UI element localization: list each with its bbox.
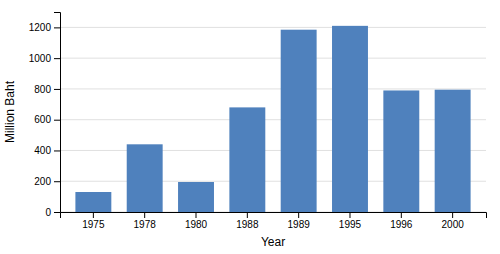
x-tick-label: 1978 [134,219,157,230]
x-tick: 1978 [134,212,157,230]
bars [75,26,470,212]
y-tick: 200 [34,176,60,187]
y-tick-label: 0 [45,207,51,218]
y-tick-mark [54,58,60,59]
grid-line [60,119,486,120]
x-tick: 1989 [288,212,311,230]
x-tick-label: 1975 [82,219,105,230]
y-tick: 400 [34,145,60,156]
x-tick: 1996 [390,212,413,230]
x-tick: 2000 [442,212,465,230]
x-tick-label: 1989 [288,219,311,230]
x-tick-mark [196,212,197,218]
bar [229,107,265,212]
x-tick-mark [93,212,94,218]
grid-line [60,58,486,59]
bar [332,26,368,212]
x-tick-mark [401,212,402,218]
x-tick-label: 1980 [185,219,208,230]
x-tick-label: 1988 [236,219,259,230]
y-tick-mark [54,181,60,182]
x-axis-line [61,213,487,219]
x-tick-mark [247,212,248,218]
x-tick: 1980 [185,212,208,230]
y-tick-mark [54,89,60,90]
x-axis-title: Year [261,235,285,249]
x-tick: 1975 [82,212,105,230]
chart-svg: 0 200 400 600 800 1000 1200 1975 1978 1980 1988 198… [0,0,500,254]
x-tick-mark [452,212,453,218]
chart-container: 0 200 400 600 800 1000 1200 1975 1978 1980 1988 198… [0,0,500,254]
bar [383,90,419,212]
y-tick-label: 200 [34,176,51,187]
x-tick-mark [298,212,299,218]
y-tick-label: 800 [34,84,51,95]
y-tick-label: 600 [34,114,51,125]
bar [75,192,111,212]
x-tick-label: 1995 [339,219,362,230]
grid-line [60,181,486,182]
bar [435,90,471,212]
y-axis-title: Million Baht [3,80,17,143]
bar [281,30,317,212]
x-tick-mark [349,212,350,218]
x-tick: 1988 [236,212,259,230]
x-axis: 1975 1978 1980 1988 1989 1995 1996 2000 [61,212,487,230]
x-tick-label: 1996 [390,219,413,230]
y-tick-mark [54,150,60,151]
bar [127,144,163,212]
y-tick-label: 400 [34,145,51,156]
grid-line [60,27,486,28]
y-tick-label: 1200 [29,22,52,33]
y-tick-mark [54,120,60,121]
y-tick-mark [54,27,60,28]
grid-line [60,150,486,151]
bar [178,182,214,212]
y-axis-line [54,13,61,213]
x-tick: 1995 [339,212,362,230]
x-tick-label: 2000 [442,219,465,230]
y-axis: 0 200 400 600 800 1000 1200 [29,13,61,218]
y-tick: 600 [34,114,60,125]
y-tick: 1200 [29,22,60,33]
grid [60,27,486,212]
plot-area: 0 200 400 600 800 1000 1200 1975 1978 1980 1988 198… [29,13,487,231]
grid-line [60,88,486,89]
y-tick: 0 [45,207,60,218]
y-tick: 800 [34,84,60,95]
x-tick-mark [144,212,145,218]
y-tick-mark [54,212,60,213]
y-tick: 1000 [29,53,60,64]
y-tick-label: 1000 [29,53,52,64]
